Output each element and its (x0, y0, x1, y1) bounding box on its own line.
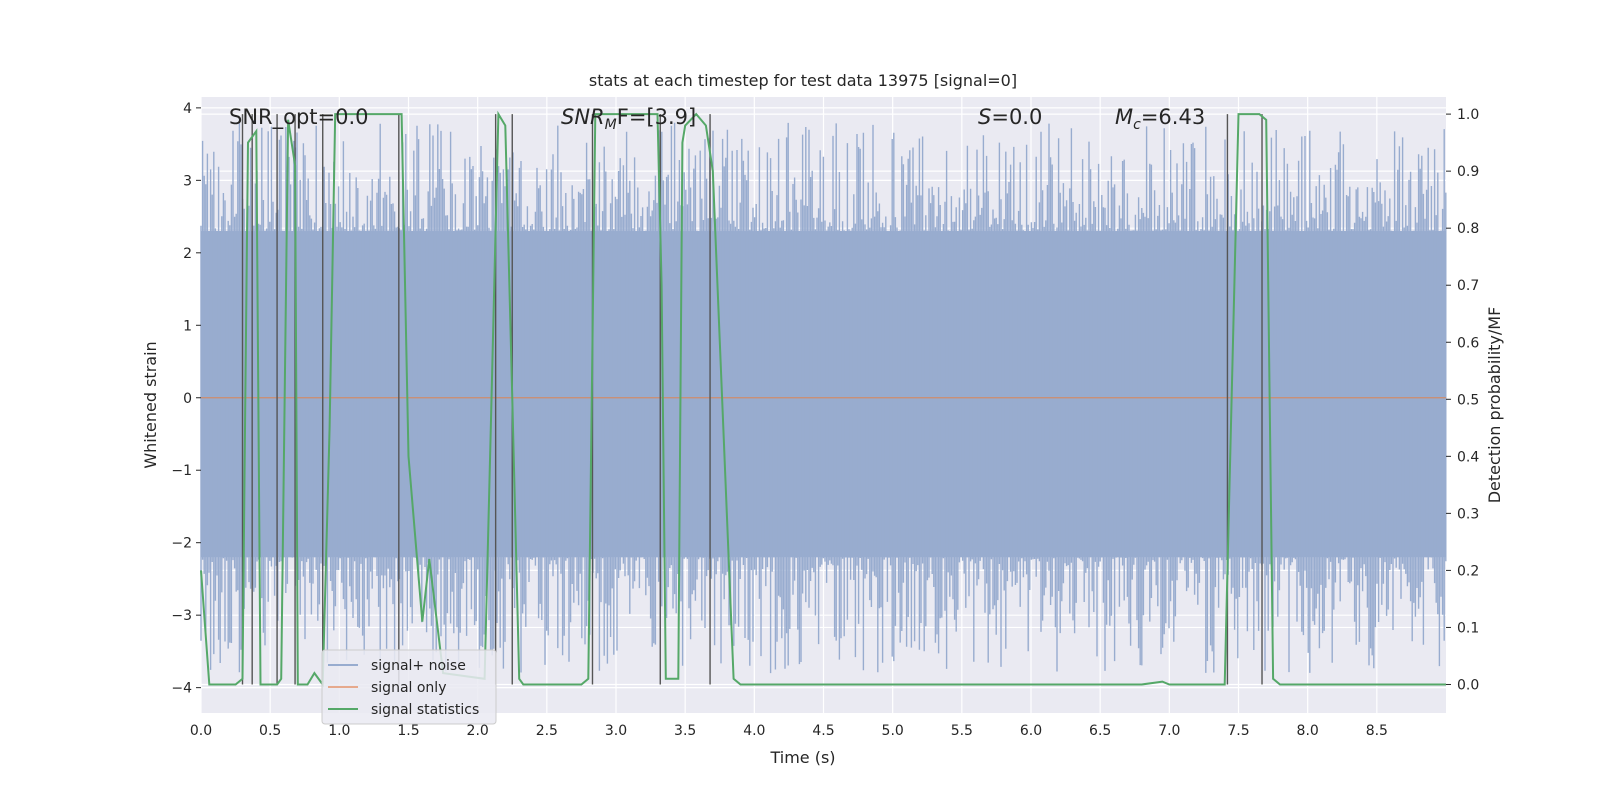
x-tick-label: 7.5 (1227, 723, 1249, 739)
x-tick-label: 7.0 (1158, 723, 1180, 739)
x-tick-label: 1.5 (397, 723, 419, 739)
y-axis-ticks: 4 3 2 1 0 −1 −2 −3 −4 (171, 101, 201, 697)
annotation-mc: Mc=6.43 (1115, 105, 1205, 133)
y-right-tick-label: 0.6 (1457, 335, 1479, 351)
y-right-tick-label: 0.3 (1457, 506, 1479, 522)
y-tick-label: 1 (183, 318, 192, 334)
chart-title: stats at each timestep for test data 139… (589, 71, 1017, 90)
x-tick-label: 2.0 (467, 723, 489, 739)
x-tick-label: 4.0 (743, 723, 765, 739)
x-tick-label: 8.5 (1366, 723, 1388, 739)
y-right-tick-label: 0.2 (1457, 563, 1479, 579)
legend-box (321, 649, 497, 725)
y-right-tick-label: 0.8 (1457, 221, 1479, 237)
y-right-tick-label: 0.5 (1457, 392, 1479, 408)
annotation-mc-var: M (1115, 105, 1133, 129)
annotation-snr-mf-tail: F=[3.9] (617, 105, 696, 129)
x-axis-label: Time (s) (769, 748, 835, 767)
x-tick-label: 2.5 (536, 723, 558, 739)
annotation-snr-opt: SNR_opt=0.0 (229, 105, 369, 130)
y-right-tick-label: 0.4 (1457, 449, 1479, 465)
y-tick-label: −2 (171, 536, 192, 552)
y-axis-label: Whitened strain (141, 341, 160, 468)
x-tick-label: 8.0 (1297, 723, 1319, 739)
legend-label-signal-only: signal only (371, 680, 446, 696)
annotation-s: S=0.0 (978, 105, 1042, 129)
annotation-s-value: =0.0 (991, 105, 1042, 129)
x-tick-label: 1.0 (328, 723, 350, 739)
annotation-s-var: S (978, 105, 991, 129)
y-tick-label: −3 (171, 608, 192, 624)
x-tick-label: 4.5 (812, 723, 834, 739)
y-right-tick-label: 0.0 (1457, 677, 1479, 693)
x-tick-label: 3.5 (674, 723, 696, 739)
x-tick-label: 3.0 (605, 723, 627, 739)
x-tick-label: 0.0 (190, 723, 212, 739)
x-axis-ticks: 0.0 0.5 1.0 1.5 2.0 2.5 3.0 3.5 4.0 4.5 5.0 5.5 6.0 6… (190, 723, 1388, 739)
y-right-tick-label: 0.7 (1457, 278, 1479, 294)
x-tick-label: 6.0 (1020, 723, 1042, 739)
legend: signal+ noise signal only signal statist… (321, 649, 497, 725)
y-right-tick-label: 0.9 (1457, 164, 1479, 180)
annotation-mc-sub: c (1133, 117, 1141, 133)
x-tick-label: 0.5 (259, 723, 281, 739)
series-signal-plus-noise (200, 122, 1447, 674)
y-tick-label: 4 (183, 101, 192, 117)
x-tick-label: 6.5 (1089, 723, 1111, 739)
y-right-tick-label: 1.0 (1457, 107, 1479, 123)
y-right-axis-ticks: 1.0 0.9 0.8 0.7 0.6 0.5 0.4 0.3 0.2 0.1 0.0 (1446, 107, 1479, 693)
annotation-snr-mf-main: SNR (561, 105, 605, 129)
y-right-axis-label: Detection probability/MF (1485, 307, 1504, 504)
annotation-snr-mf: SNRMF=[3.9] (561, 105, 696, 133)
legend-label-statistics: signal statistics (371, 702, 479, 718)
x-tick-label: 5.5 (951, 723, 973, 739)
y-right-tick-label: 0.1 (1457, 620, 1479, 636)
series-signal-statistics (200, 110, 1446, 688)
annotation-mc-value: =6.43 (1141, 105, 1205, 129)
y-tick-label: 0 (183, 391, 192, 407)
y-tick-label: −4 (171, 681, 192, 697)
annotation-snr-mf-sub: M (605, 117, 617, 133)
x-tick-label: 5.0 (882, 723, 904, 739)
legend-label-noise: signal+ noise (371, 658, 466, 674)
y-tick-label: −1 (171, 463, 192, 479)
y-tick-label: 3 (183, 173, 192, 189)
y-tick-label: 2 (183, 246, 192, 262)
